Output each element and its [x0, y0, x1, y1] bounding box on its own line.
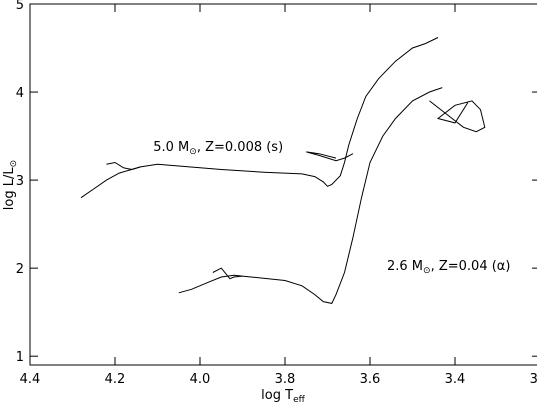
y-tick-label: 4 [16, 86, 24, 101]
x-axis-title: log Teff [261, 388, 305, 404]
series-2-loop [429, 100, 486, 133]
x-tick-label: 3.6 [360, 372, 381, 387]
y-tick-label: 1 [16, 350, 24, 365]
x-tick-label: 3.8 [275, 372, 296, 387]
y-axis-title: log L/L⊙ [2, 160, 19, 210]
y-tick-label: 2 [16, 262, 24, 277]
series-1-label: 5.0 M⊙, Z=0.008 (s) [153, 140, 283, 157]
annotation-layer: 5.0 M⊙, Z=0.008 (s) 2.6 M⊙, Z=0.04 (α) [153, 140, 510, 276]
series-layer [80, 37, 486, 304]
x-tick-label: 4.4 [20, 372, 41, 387]
x-axis-ticks: 4.4 4.2 4.0 3.8 3.6 3.4 3.2 [20, 4, 537, 387]
series-1-track [80, 37, 439, 199]
y-tick-label: 3 [16, 174, 24, 189]
y-axis-ticks: 1 2 3 4 5 [16, 0, 537, 365]
plot-frame [29, 3, 537, 366]
series-2-label: 2.6 M⊙, Z=0.04 (α) [387, 259, 510, 276]
x-tick-label: 3.4 [445, 372, 466, 387]
x-tick-label: 4.0 [190, 372, 211, 387]
series-2-start-hook [212, 267, 243, 280]
x-tick-label: 4.2 [105, 372, 126, 387]
series-1-start-hook [106, 161, 141, 171]
series-1-blue-loop [306, 151, 354, 162]
y-tick-label: 5 [16, 0, 24, 13]
x-tick-label: 3.2 [530, 372, 537, 387]
series-2-track [178, 87, 443, 304]
